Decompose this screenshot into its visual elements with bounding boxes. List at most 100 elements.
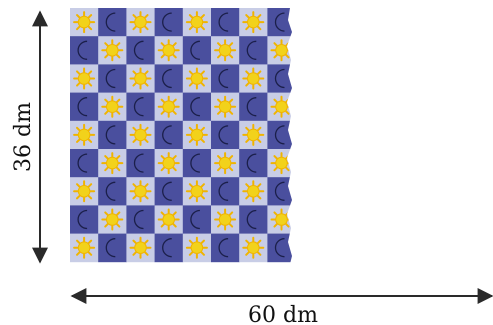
moon-tile [98, 233, 127, 263]
moon-tile [70, 149, 99, 178]
moon-icon [246, 40, 257, 60]
sun-tile [239, 8, 268, 37]
moon-icon [77, 153, 88, 173]
sun-tile [239, 177, 268, 206]
sun-tile [70, 177, 99, 206]
moon-tile [267, 64, 292, 93]
sun-icon [270, 39, 292, 62]
sun-icon [129, 236, 152, 259]
sun-tile [211, 36, 240, 65]
moon-icon [77, 209, 88, 230]
moon-icon [218, 125, 229, 145]
sun-tile [70, 120, 99, 150]
moon-icon [77, 97, 88, 117]
sun-icon [185, 180, 208, 203]
moon-tile [267, 120, 292, 150]
moon-icon [246, 97, 257, 117]
sun-icon [270, 152, 292, 175]
moon-tile [267, 177, 292, 206]
moon-icon [105, 238, 116, 258]
sun-icon [129, 123, 152, 146]
sun-icon [185, 123, 208, 146]
sun-tile [239, 120, 268, 150]
moon-tile [211, 8, 240, 37]
moon-tile [154, 8, 184, 37]
moon-tile [211, 64, 240, 93]
sun-icon [270, 208, 292, 231]
sun-tile [126, 177, 155, 206]
moon-icon [105, 12, 116, 32]
sun-tile [239, 64, 268, 93]
sun-tile [70, 64, 99, 93]
moon-tile [154, 64, 184, 93]
sun-tile [126, 64, 155, 93]
moon-tile [126, 92, 155, 122]
moon-tile [70, 92, 99, 122]
moon-icon [190, 209, 200, 230]
sun-tile [70, 8, 99, 37]
moon-icon [190, 153, 200, 173]
sun-icon [157, 152, 180, 175]
tile-grid [70, 8, 292, 263]
moon-tile [126, 36, 155, 65]
moon-icon [162, 238, 172, 258]
sun-tile [126, 120, 155, 150]
sun-tile [182, 177, 212, 206]
sun-tile [182, 233, 212, 263]
sun-icon [214, 39, 237, 62]
moon-tile [211, 177, 240, 206]
sun-tile [267, 36, 292, 65]
sun-tile [98, 205, 127, 234]
sun-icon [242, 67, 265, 90]
moon-tile [239, 92, 268, 122]
sun-icon [129, 67, 152, 90]
sun-tile [154, 149, 184, 178]
sun-icon [101, 208, 124, 231]
moon-tile [126, 205, 155, 234]
sun-tile [239, 233, 268, 263]
moon-icon [246, 153, 257, 173]
sun-tile [126, 233, 155, 263]
moon-tile [70, 36, 99, 65]
moon-tile [267, 233, 292, 263]
sun-icon [73, 236, 96, 259]
sun-icon [242, 236, 265, 259]
sun-tile [98, 36, 127, 65]
moon-tile [154, 233, 184, 263]
moon-tile [239, 205, 268, 234]
moon-icon [133, 97, 144, 117]
moon-icon [274, 125, 285, 145]
sun-icon [73, 180, 96, 203]
moon-tile [182, 36, 212, 65]
sun-tile [154, 36, 184, 65]
moon-icon [105, 125, 116, 145]
moon-icon [190, 97, 200, 117]
sun-tile [182, 120, 212, 150]
sun-icon [101, 152, 124, 175]
moon-icon [274, 68, 285, 89]
moon-icon [218, 181, 229, 201]
moon-icon [105, 68, 116, 89]
moon-tile [98, 120, 127, 150]
sun-tile [267, 149, 292, 178]
moon-icon [246, 209, 257, 230]
moon-tile [154, 177, 184, 206]
moon-icon [218, 12, 229, 32]
moon-icon [274, 12, 285, 32]
moon-tile [126, 149, 155, 178]
sun-tile [154, 205, 184, 234]
width-label: 60 dm [248, 303, 318, 325]
sun-icon [73, 123, 96, 146]
sun-icon [242, 11, 265, 34]
sun-icon [214, 208, 237, 231]
moon-icon [133, 40, 144, 60]
sun-icon [101, 39, 124, 62]
sun-tile [211, 149, 240, 178]
sun-icon [129, 180, 152, 203]
moon-icon [162, 12, 172, 32]
moon-tile [182, 205, 212, 234]
moon-icon [77, 40, 88, 60]
sun-tile [154, 92, 184, 122]
sun-tile [267, 205, 292, 234]
